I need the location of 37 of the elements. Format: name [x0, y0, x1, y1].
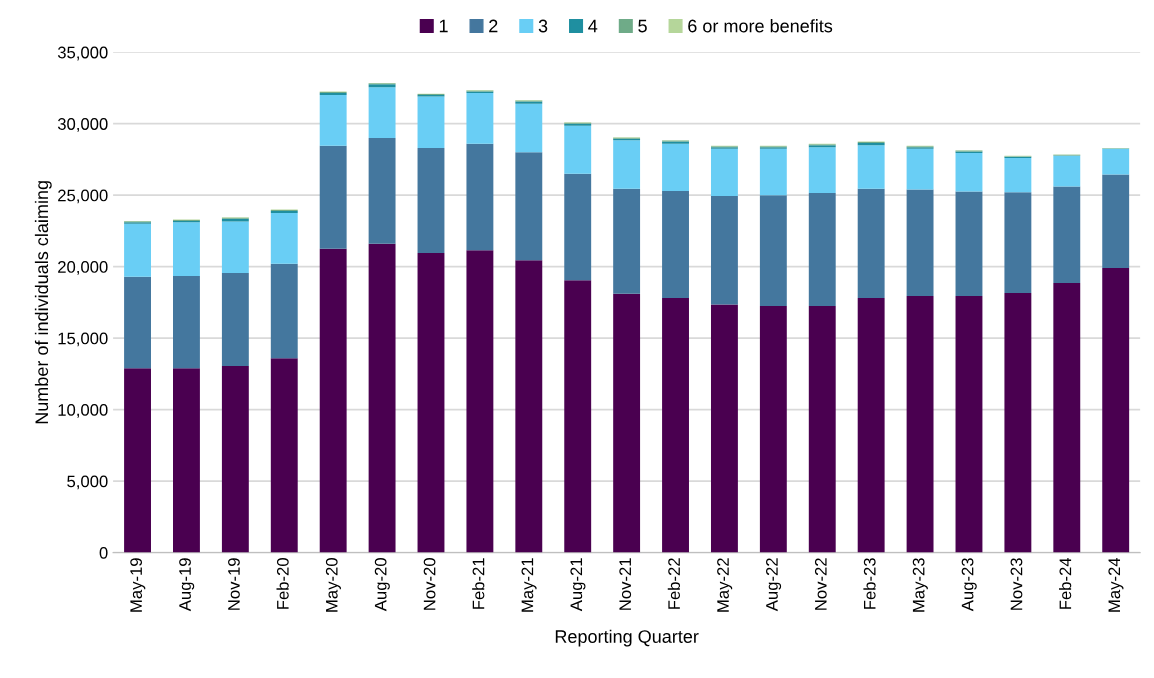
y-tick-label: 35,000 — [57, 46, 108, 61]
y-tick-label: 15,000 — [58, 332, 108, 347]
legend-label: 1 — [439, 19, 448, 33]
legend-label: 3 — [538, 19, 548, 33]
x-tick-label: Aug-22 — [766, 558, 782, 612]
legend-label: 4 — [588, 19, 598, 33]
x-tick-label: Nov-22 — [814, 558, 827, 610]
y-tick-label: 25,000 — [58, 189, 108, 204]
x-tick-label: Aug-20 — [374, 558, 390, 612]
x-tick-label: Feb-23 — [863, 558, 876, 609]
y-axis-title: Number of individuals claiming — [34, 181, 52, 424]
y-tick-label: 30,000 — [57, 118, 108, 132]
x-tick-label: May-19 — [130, 558, 146, 612]
y-tick-label: 5,000 — [67, 475, 108, 490]
x-tick-label: May-20 — [325, 558, 341, 612]
x-tick-label: May-22 — [717, 558, 733, 612]
x-tick-label: Aug-19 — [179, 558, 195, 612]
legend-label: 5 — [638, 19, 647, 33]
x-tick-label: Nov-23 — [1010, 558, 1023, 610]
x-tick-label: May-24 — [1108, 557, 1124, 612]
x-axis-title: Reporting Quarter — [555, 629, 699, 647]
x-tick-label: Nov-20 — [423, 558, 436, 610]
y-tick-label: 10,000 — [58, 404, 108, 418]
x-tick-label: Nov-21 — [619, 558, 632, 610]
x-tick-label: Feb-21 — [472, 558, 485, 609]
legend-label: 6 or more benefits — [688, 19, 833, 33]
x-tick-label: May-21 — [521, 558, 537, 612]
x-tick-label: Feb-22 — [667, 558, 680, 609]
x-tick-label: Nov-19 — [228, 558, 240, 610]
x-tick-label: Feb-20 — [276, 558, 289, 609]
x-tick-label: Aug-21 — [570, 558, 586, 612]
legend-label: 2 — [489, 19, 498, 33]
x-tick-label: Aug-23 — [961, 558, 977, 612]
x-tick-label: Feb-24 — [1059, 557, 1072, 609]
x-tick-label: May-23 — [912, 558, 928, 612]
y-tick-label: 20,000 — [58, 261, 108, 275]
y-tick-label: 0 — [99, 546, 108, 559]
